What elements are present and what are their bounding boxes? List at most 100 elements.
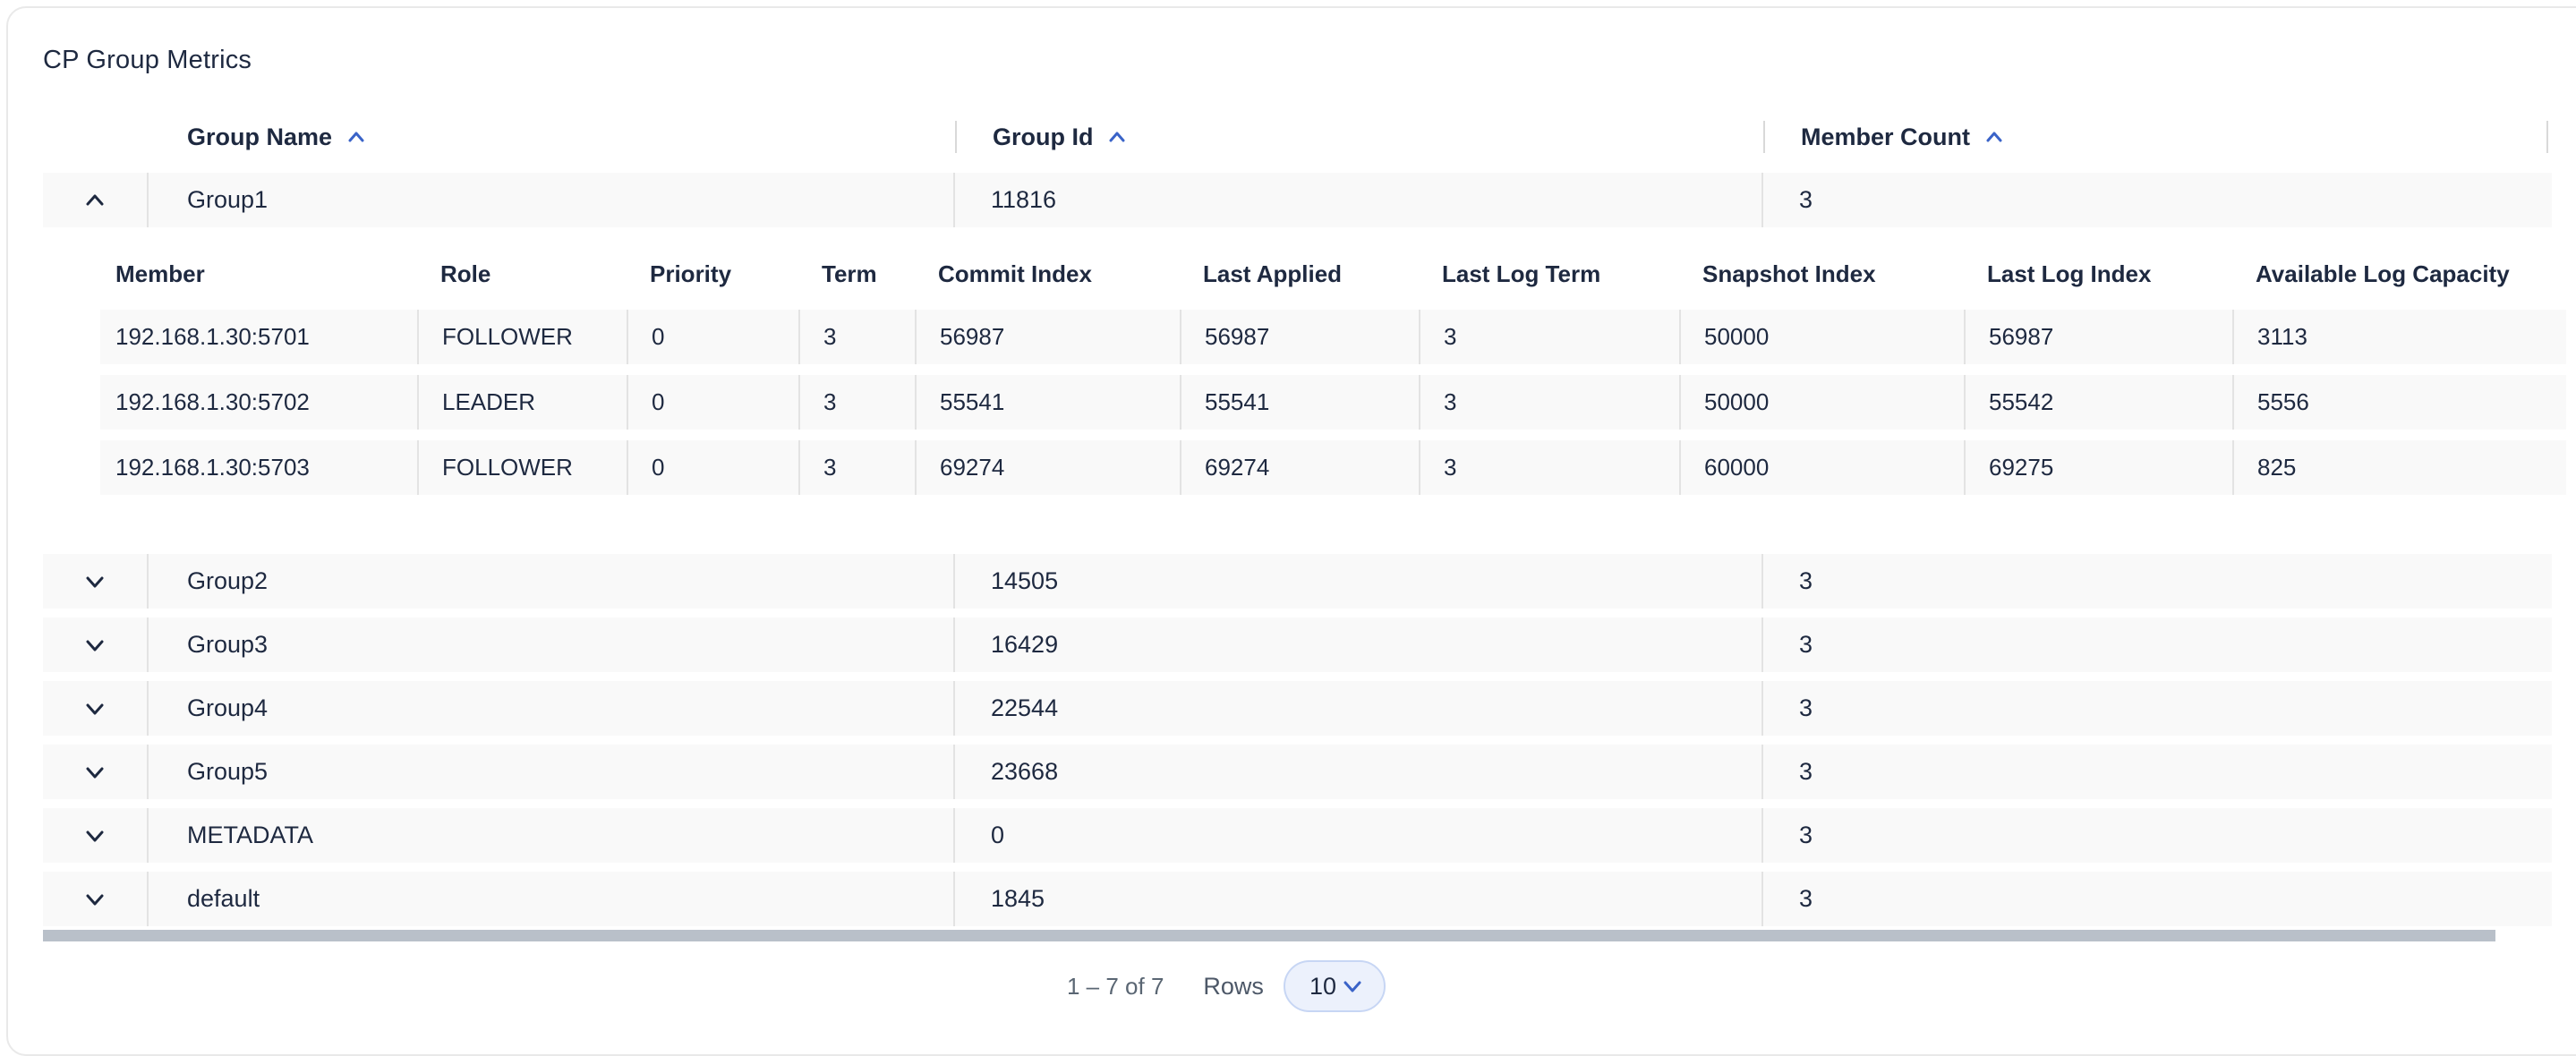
commit-index-cell: 69274 — [915, 440, 1180, 495]
priority-cell: 0 — [627, 310, 798, 364]
last-log-index-cell: 69275 — [1964, 440, 2232, 495]
rows-per-page-label: Rows — [1203, 972, 1264, 1000]
commit-index-cell: 55541 — [915, 375, 1180, 430]
group-name-cell: Group5 — [187, 758, 269, 785]
column-header-group-name[interactable]: Group Name — [149, 121, 955, 153]
collapse-row-button[interactable] — [43, 173, 149, 227]
expand-row-button[interactable] — [43, 681, 149, 736]
role-cell: LEADER — [417, 375, 627, 430]
expand-row-button[interactable] — [43, 872, 149, 926]
term-column-header: Term — [822, 260, 877, 287]
last-log-index-cell: 55542 — [1964, 375, 2232, 430]
horizontal-scrollbar — [43, 930, 2552, 941]
horizontal-scrollbar-thumb[interactable] — [43, 930, 2495, 941]
member-table-header: Member Role Priority Term Commit Index L… — [100, 259, 2566, 289]
last-log-index-column-header: Last Log Index — [1987, 260, 2152, 287]
group-row-metadata: METADATA 0 3 — [43, 808, 2552, 863]
group-id-cell: 1845 — [953, 872, 1761, 926]
last-log-term-cell: 3 — [1419, 440, 1679, 495]
group-name-cell: Group3 — [187, 631, 269, 658]
last-log-term-cell: 3 — [1419, 375, 1679, 430]
group-row-default: default 1845 3 — [43, 872, 2552, 926]
chevron-down-icon — [1339, 973, 1366, 1000]
available-log-capacity-cell: 3113 — [2232, 310, 2566, 364]
cp-group-metrics-card: CP Group Metrics Group Name Group Id Mem… — [6, 6, 2576, 1056]
priority-cell: 0 — [627, 440, 798, 495]
last-log-index-cell: 56987 — [1964, 310, 2232, 364]
expand-row-button[interactable] — [43, 808, 149, 863]
expand-row-button[interactable] — [43, 617, 149, 672]
group-name-cell: METADATA — [187, 822, 313, 848]
member-count-cell: 3 — [1761, 681, 2552, 736]
group-row-group5: Group5 23668 3 — [43, 745, 2552, 799]
group-id-cell: 14505 — [953, 554, 1761, 609]
member-count-cell: 3 — [1761, 808, 2552, 863]
last-applied-cell: 55541 — [1180, 375, 1419, 430]
snapshot-index-cell: 50000 — [1679, 310, 1964, 364]
column-header-label: Member Count — [1801, 123, 1970, 150]
member-row: 192.168.1.30:5702 LEADER 0 3 55541 55541… — [100, 375, 2566, 430]
chevron-down-icon — [80, 566, 110, 597]
group-id-cell: 11816 — [953, 173, 1761, 227]
role-cell: FOLLOWER — [417, 440, 627, 495]
member-column-header: Member — [115, 260, 205, 287]
available-log-capacity-cell: 825 — [2232, 440, 2566, 495]
member-count-cell: 3 — [1761, 745, 2552, 799]
group-id-cell: 0 — [953, 808, 1761, 863]
member-count-cell: 3 — [1761, 872, 2552, 926]
last-applied-cell: 56987 — [1180, 310, 1419, 364]
group-name-cell: default — [187, 885, 260, 912]
available-log-capacity-cell: 5556 — [2232, 375, 2566, 430]
last-log-term-column-header: Last Log Term — [1442, 260, 1601, 287]
member-row: 192.168.1.30:5703 FOLLOWER 0 3 69274 692… — [100, 440, 2566, 495]
group-row-group2: Group2 14505 3 — [43, 554, 2552, 609]
pagination-range: 1 – 7 of 7 — [1067, 972, 1164, 1000]
sort-asc-icon — [1983, 125, 2006, 149]
member-cell: 192.168.1.30:5701 — [115, 323, 310, 350]
rows-per-page-value: 10 — [1309, 972, 1336, 1000]
rows-per-page-select[interactable]: 10 — [1283, 960, 1386, 1012]
sort-asc-icon — [1105, 125, 1129, 149]
member-cell: 192.168.1.30:5702 — [115, 388, 310, 415]
group-name-cell: Group4 — [187, 694, 269, 721]
column-header-label: Group Id — [993, 123, 1094, 150]
last-log-term-cell: 3 — [1419, 310, 1679, 364]
term-cell: 3 — [798, 375, 915, 430]
term-cell: 3 — [798, 440, 915, 495]
member-count-cell: 3 — [1761, 173, 2552, 227]
group-row-group1: Group1 11816 3 — [43, 173, 2552, 227]
snapshot-index-cell: 50000 — [1679, 375, 1964, 430]
pagination-bar: 1 – 7 of 7 Rows 10 — [1067, 958, 1386, 1014]
snapshot-index-cell: 60000 — [1679, 440, 1964, 495]
snapshot-index-column-header: Snapshot Index — [1702, 260, 1876, 287]
column-header-group-id[interactable]: Group Id — [955, 121, 1763, 153]
member-row: 192.168.1.30:5701 FOLLOWER 0 3 56987 569… — [100, 310, 2566, 364]
last-applied-cell: 69274 — [1180, 440, 1419, 495]
chevron-down-icon — [80, 757, 110, 788]
role-column-header: Role — [440, 260, 491, 287]
expand-row-button[interactable] — [43, 745, 149, 799]
chevron-down-icon — [80, 884, 110, 915]
member-count-cell: 3 — [1761, 617, 2552, 672]
chevron-down-icon — [80, 630, 110, 660]
commit-index-cell: 56987 — [915, 310, 1180, 364]
expand-row-button[interactable] — [43, 554, 149, 609]
column-header-member-count[interactable]: Member Count — [1763, 121, 2548, 153]
group-id-cell: 22544 — [953, 681, 1761, 736]
member-cell: 192.168.1.30:5703 — [115, 454, 310, 481]
role-cell: FOLLOWER — [417, 310, 627, 364]
group-id-cell: 16429 — [953, 617, 1761, 672]
group-id-cell: 23668 — [953, 745, 1761, 799]
group-name-cell: Group1 — [187, 186, 269, 213]
priority-cell: 0 — [627, 375, 798, 430]
group-table-header: Group Name Group Id Member Count — [43, 121, 2552, 153]
group-name-cell: Group2 — [187, 567, 269, 594]
column-header-label: Group Name — [187, 123, 333, 150]
last-applied-column-header: Last Applied — [1203, 260, 1343, 287]
chevron-down-icon — [80, 694, 110, 724]
member-count-cell: 3 — [1761, 554, 2552, 609]
available-log-capacity-column-header: Available Log Capacity — [2256, 260, 2510, 287]
chevron-down-icon — [80, 821, 110, 851]
commit-index-column-header: Commit Index — [938, 260, 1092, 287]
priority-column-header: Priority — [650, 260, 732, 287]
